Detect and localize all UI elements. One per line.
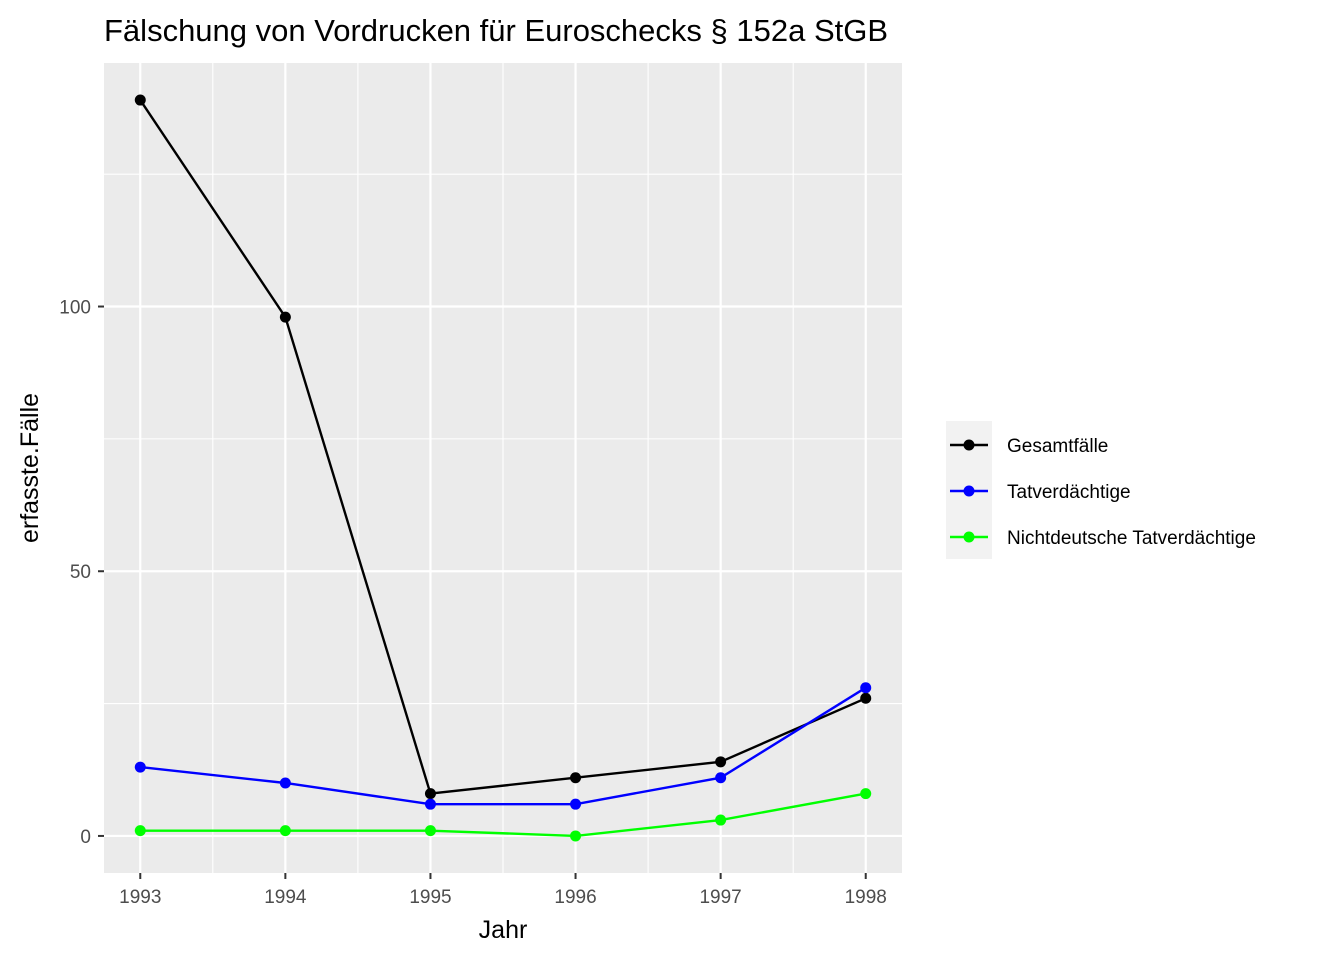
y-axis-title: erfasste.Fälle bbox=[16, 393, 44, 543]
legend-label-0: Gesamtfälle bbox=[1007, 436, 1108, 457]
data-point-0-3 bbox=[570, 772, 582, 784]
data-point-2-1 bbox=[279, 825, 291, 837]
data-point-2-2 bbox=[424, 825, 436, 837]
data-point-1-2 bbox=[424, 798, 436, 810]
data-point-2-3 bbox=[570, 830, 582, 842]
y-tick-label: 100 bbox=[59, 298, 91, 319]
data-point-0-5 bbox=[860, 692, 872, 704]
grid-major bbox=[104, 63, 902, 873]
data-point-0-1 bbox=[279, 311, 291, 323]
x-tick-labels: 1993 1994 1995 1996 1997 1998 bbox=[119, 887, 887, 908]
x-tick-label: 1994 bbox=[264, 887, 307, 908]
series-line-0 bbox=[139, 99, 867, 795]
x-tick-label: 1997 bbox=[699, 887, 741, 908]
y-tick-label: 0 bbox=[80, 827, 91, 848]
legend-label-2: Nichtdeutsche Tatverdächtige bbox=[1007, 528, 1256, 549]
series-line-2 bbox=[140, 792, 866, 838]
data-point-1-1 bbox=[279, 777, 291, 789]
legend-key-point-0 bbox=[963, 439, 975, 451]
data-point-2-0 bbox=[134, 825, 146, 837]
legend-key-point-1 bbox=[963, 485, 975, 497]
data-point-1-0 bbox=[134, 761, 146, 773]
axis-ticks bbox=[98, 305, 867, 879]
data-point-0-2 bbox=[424, 788, 436, 800]
data-point-1-3 bbox=[570, 798, 582, 810]
grid-minor bbox=[104, 63, 902, 873]
x-tick-label: 1996 bbox=[554, 887, 596, 908]
x-tick-label: 1998 bbox=[845, 887, 887, 908]
x-axis-title: Jahr bbox=[479, 916, 528, 944]
data-point-0-0 bbox=[134, 94, 146, 106]
series-line-1 bbox=[140, 686, 867, 806]
data-point-1-5 bbox=[860, 682, 872, 694]
data-point-2-5 bbox=[860, 788, 872, 800]
series-layer bbox=[134, 94, 872, 842]
legend-key-point-2 bbox=[963, 531, 975, 543]
x-tick-label: 1995 bbox=[409, 887, 451, 908]
x-tick-label: 1993 bbox=[119, 887, 161, 908]
legend-label-1: Tatverdächtige bbox=[1007, 482, 1131, 503]
legend: Gesamtfälle Tatverdächtige Nichtdeutsche T… bbox=[946, 421, 1256, 559]
data-point-0-4 bbox=[715, 756, 727, 768]
y-tick-label: 50 bbox=[70, 562, 91, 583]
data-point-1-4 bbox=[715, 772, 727, 784]
chart-title: Fälschung von Vordrucken für Euroschecks… bbox=[104, 13, 888, 48]
data-point-2-4 bbox=[715, 814, 727, 826]
y-tick-labels: 0 50 100 bbox=[59, 298, 91, 848]
